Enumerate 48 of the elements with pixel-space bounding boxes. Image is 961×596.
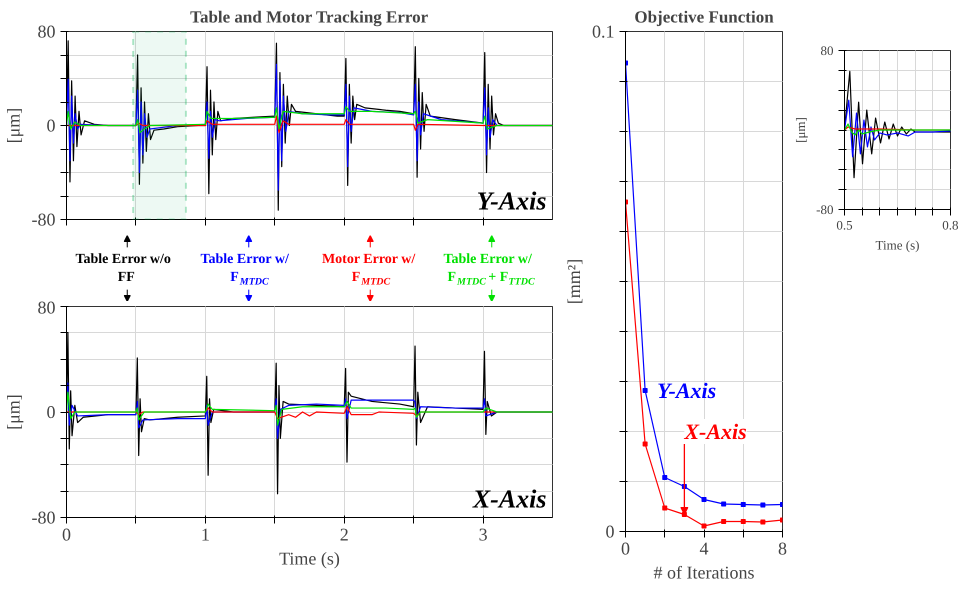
legend-label: Table Error w/o FF: [75, 252, 171, 286]
point: [702, 497, 706, 502]
x-tick-label: 0: [62, 524, 71, 544]
y-tick-label: 80: [38, 298, 56, 318]
point: [662, 506, 668, 510]
line-series: [844, 100, 950, 158]
y-tick-label: 0: [46, 402, 56, 422]
point: [760, 520, 766, 524]
x-axis-title: Time (s): [876, 238, 920, 252]
y-tick-label: -80: [32, 210, 56, 230]
point: [662, 475, 668, 480]
y-tick-label: 0: [46, 116, 56, 136]
x-tick-label: 3: [478, 524, 488, 544]
point: [740, 502, 746, 507]
point: [642, 388, 648, 393]
point: [702, 524, 706, 528]
point: [740, 519, 746, 524]
y-tick-label: 80: [38, 22, 56, 42]
y-axis-title: [μm]: [4, 108, 24, 144]
chart-title: Objective Function: [634, 8, 774, 26]
point: [642, 442, 648, 446]
x-tick-label: 0.5: [836, 218, 853, 232]
x-tick-label: 4: [700, 538, 708, 558]
chart-title: Table and Motor Tracking Error: [190, 8, 429, 26]
point: [721, 519, 726, 524]
y-tick-label: 0.1: [592, 22, 614, 42]
x-tick-label: 8: [778, 538, 787, 558]
point: [760, 502, 766, 508]
series-label: Y-Axis: [657, 378, 716, 403]
y-tick-label: -80: [32, 508, 56, 528]
line-series: [844, 123, 950, 136]
y-axis-title: [μm]: [793, 117, 808, 143]
point: [721, 502, 726, 506]
x-tick-label: 1: [200, 524, 210, 544]
y-axis-title: [μm]: [4, 394, 24, 430]
line-series: [66, 106, 552, 134]
y-tick-label: -80: [816, 202, 834, 217]
series-label: X-Axis: [683, 419, 747, 444]
x-axis-title: Time (s): [279, 548, 340, 568]
annotation: X-Axis: [472, 484, 547, 514]
annotation: Y-Axis: [476, 186, 547, 216]
y-axis-title: [mm²]: [564, 258, 584, 304]
x-tick-label: 0.8: [942, 218, 958, 232]
y-tick-label: 80: [820, 43, 834, 58]
line-series: [66, 392, 552, 426]
x-axis-title: # of Iterations: [654, 562, 754, 582]
x-tick-label: 0: [621, 538, 630, 558]
x-tick-label: 2: [340, 524, 349, 544]
